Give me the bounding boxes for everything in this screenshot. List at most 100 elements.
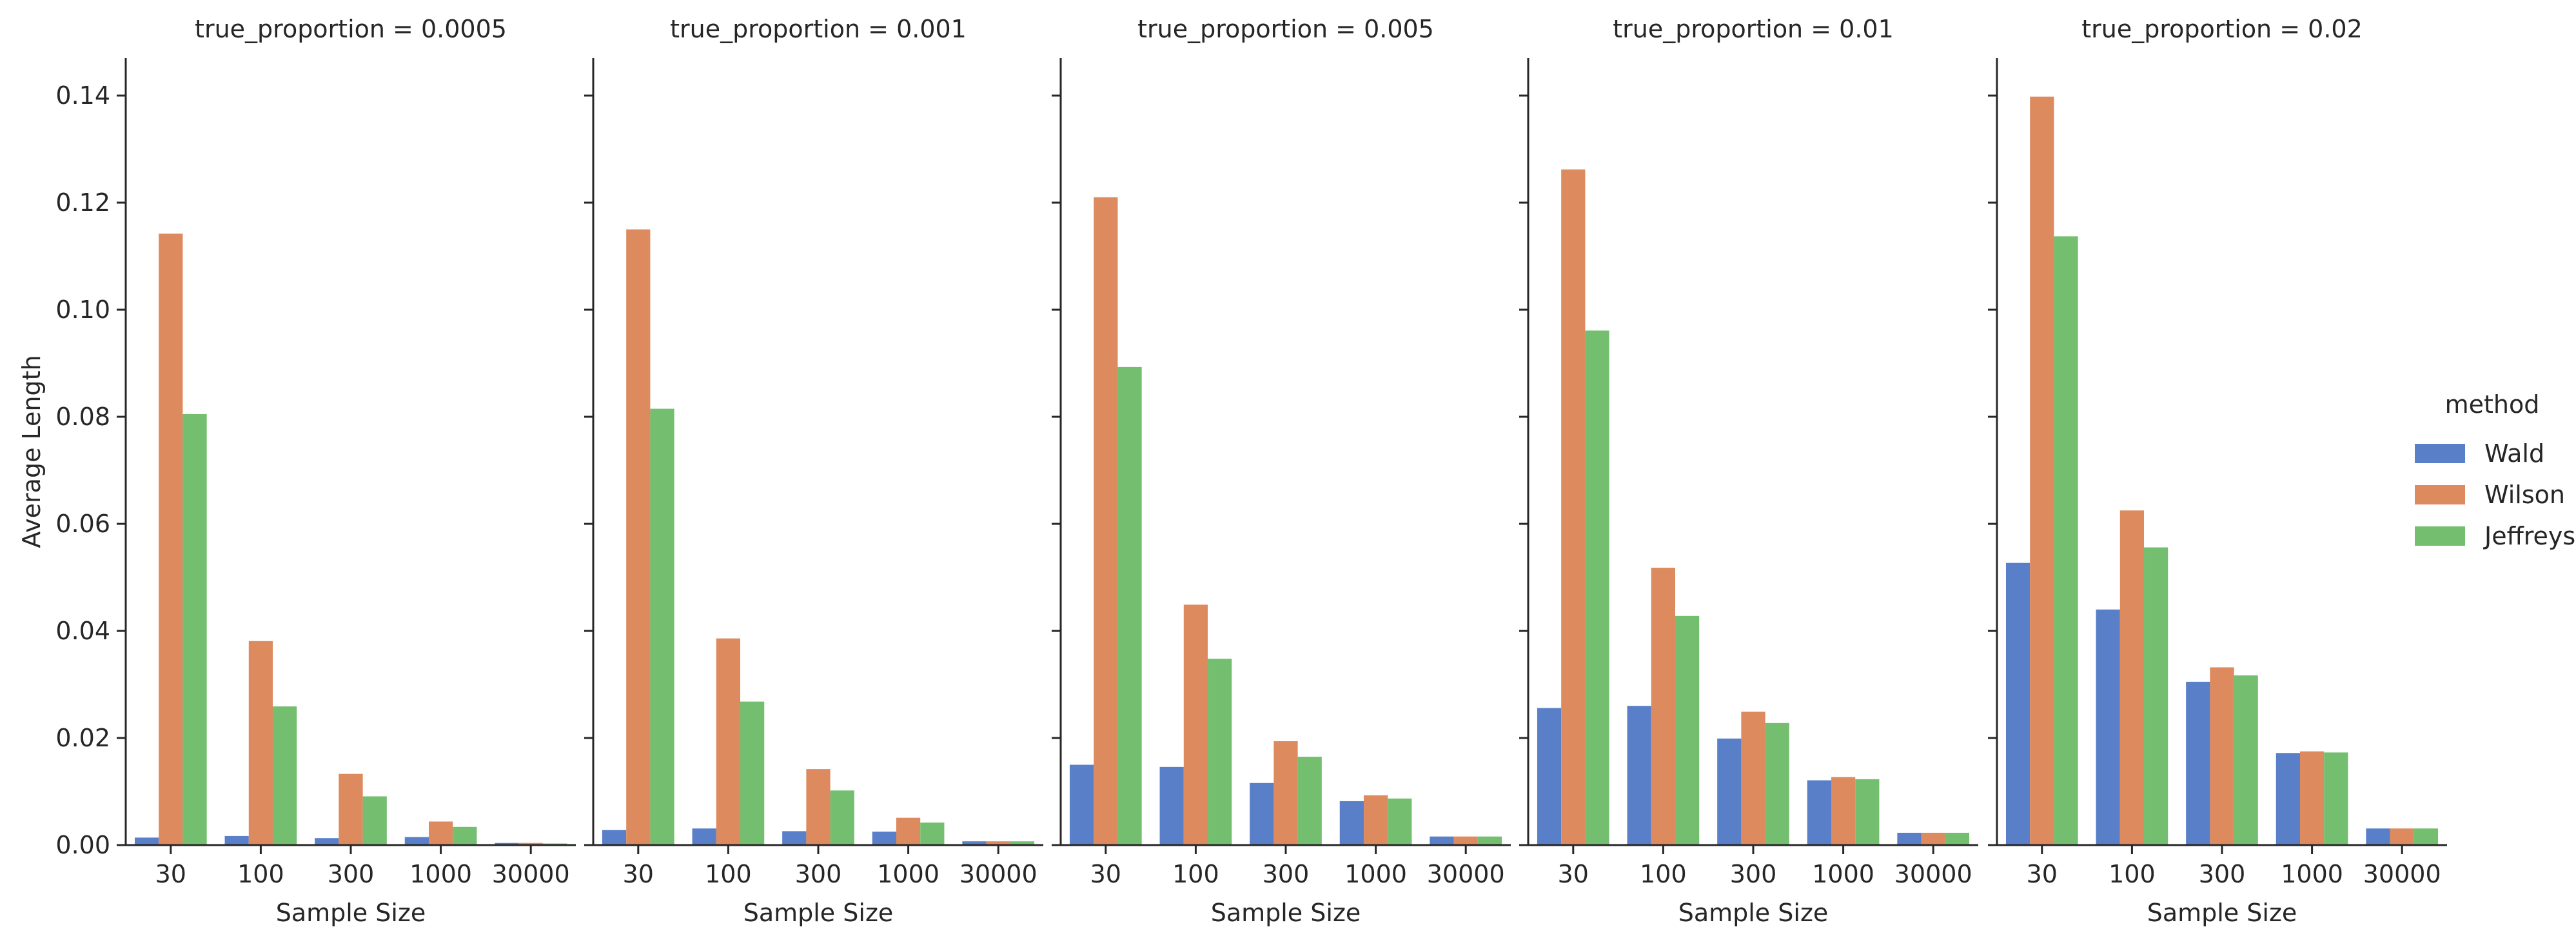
y-tick-label: 0.02 (55, 724, 110, 752)
y-axis-label: Average Length (17, 355, 46, 548)
bar-jeffreys (362, 796, 387, 845)
bar-jeffreys (650, 408, 674, 845)
y-tick-label: 0.06 (55, 510, 110, 538)
bar-jeffreys (1388, 798, 1412, 845)
bar-jeffreys (182, 414, 207, 845)
bar-wilson (159, 234, 183, 846)
x-axis-label: Sample Size (743, 899, 894, 927)
bar-wald (782, 831, 807, 845)
bar-jeffreys (740, 701, 765, 845)
bar-wilson (248, 641, 273, 845)
bar-wald (1159, 766, 1184, 845)
bar-wilson (518, 842, 543, 845)
bar-wilson (896, 817, 921, 845)
bar-wilson (339, 773, 363, 845)
bar-wilson (716, 638, 741, 845)
bar-wald (2005, 563, 2030, 845)
bar-wald (1069, 764, 1094, 845)
bar-jeffreys (1765, 723, 1789, 845)
facet-title: true_proportion = 0.01 (1613, 15, 1894, 43)
x-tick-label: 300 (328, 860, 375, 888)
bar-jeffreys (453, 826, 477, 845)
bar-wilson (2390, 828, 2414, 845)
bar-wald (404, 837, 429, 845)
bar-jeffreys (1855, 779, 1880, 845)
bar-wilson (2210, 667, 2234, 845)
x-tick-label: 30 (623, 860, 654, 888)
bar-jeffreys (920, 822, 945, 845)
bar-wilson (986, 841, 1010, 845)
bar-jeffreys (1675, 615, 1700, 845)
x-tick-label: 30 (1090, 860, 1121, 888)
bar-wilson (1921, 832, 1945, 845)
bar-wilson (2299, 751, 2325, 845)
bar-wald (224, 835, 249, 845)
x-tick-label: 1000 (2281, 860, 2343, 888)
x-tick-label: 30000 (1427, 860, 1505, 888)
bar-wald (2186, 681, 2210, 845)
bar-wald (1627, 706, 1651, 845)
x-tick-label: 30000 (959, 860, 1037, 888)
x-axis-label: Sample Size (1211, 899, 1361, 927)
bar-jeffreys (1297, 757, 1322, 845)
x-tick-label: 30000 (1894, 860, 1972, 888)
x-tick-label: 100 (237, 860, 284, 888)
x-tick-label: 100 (1172, 860, 1219, 888)
bar-wilson (1453, 836, 1478, 845)
bar-jeffreys (273, 706, 297, 845)
x-tick-label: 1000 (1812, 860, 1874, 888)
x-tick-label: 30 (155, 860, 186, 888)
bar-wilson (1363, 795, 1388, 845)
bar-wilson (1651, 568, 1676, 845)
x-axis-label: Sample Size (1678, 899, 1829, 927)
bar-wilson (1831, 777, 1856, 845)
bar-wald (495, 842, 519, 845)
bar-jeffreys (2324, 752, 2348, 845)
bar-wilson (1741, 712, 1765, 845)
legend-swatch-jeffreys (2415, 526, 2465, 546)
bar-wilson (2030, 96, 2054, 845)
bar-wilson (1094, 197, 1118, 845)
bar-wald (1897, 832, 1922, 845)
x-tick-label: 1000 (877, 860, 939, 888)
bar-wilson (806, 769, 831, 845)
bar-wald (2366, 828, 2390, 845)
bar-jeffreys (1477, 836, 1502, 845)
x-tick-label: 30000 (2363, 860, 2441, 888)
bar-jeffreys (830, 790, 854, 845)
x-tick-label: 30 (1558, 860, 1589, 888)
facet-title: true_proportion = 0.0005 (195, 15, 507, 43)
x-tick-label: 30 (2027, 860, 2058, 888)
y-tick-label: 0.00 (55, 831, 110, 859)
bar-jeffreys (1945, 832, 1970, 845)
x-tick-label: 300 (1263, 860, 1310, 888)
x-tick-label: 100 (1640, 860, 1687, 888)
legend-label: Wald (2484, 439, 2544, 468)
bar-jeffreys (1010, 841, 1035, 845)
bar-wilson (626, 229, 651, 845)
legend-title: method (2445, 390, 2540, 419)
bar-wald (692, 828, 716, 845)
bar-jeffreys (2234, 675, 2258, 845)
legend-swatch-wilson (2415, 485, 2465, 504)
bar-wald (1717, 738, 1742, 845)
bar-jeffreys (1585, 330, 1609, 845)
bar-wald (1430, 836, 1454, 845)
x-tick-label: 100 (2109, 860, 2156, 888)
bar-wald (962, 841, 987, 845)
y-tick-label: 0.04 (55, 617, 110, 645)
bar-wilson (428, 821, 453, 845)
bar-jeffreys (1117, 366, 1142, 845)
y-tick-label: 0.08 (55, 403, 110, 431)
bar-wald (2096, 609, 2120, 845)
y-tick-label: 0.12 (55, 188, 110, 217)
facet-title: true_proportion = 0.005 (1137, 15, 1434, 43)
bar-wilson (1561, 169, 1586, 845)
x-axis-label: Sample Size (276, 899, 426, 927)
legend-label: Wilson (2484, 481, 2565, 509)
x-axis-label: Sample Size (2147, 899, 2297, 927)
bar-jeffreys (2414, 828, 2439, 845)
legend-swatch-wald (2415, 444, 2465, 463)
x-tick-label: 300 (795, 860, 842, 888)
